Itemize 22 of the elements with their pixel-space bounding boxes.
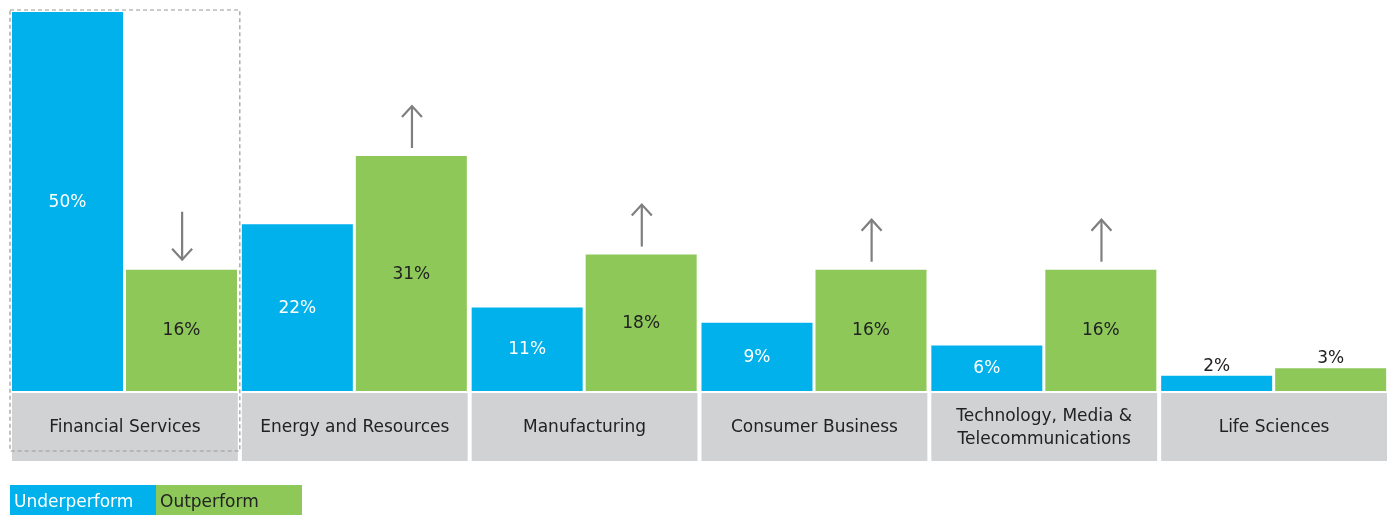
x-tick-label: Technology, Media & Telecommunications: [955, 404, 1133, 448]
data-label: 18%: [622, 311, 661, 332]
x-tick-label: Financial Services: [49, 416, 201, 436]
x-tick-label: Energy and Resources: [260, 416, 450, 436]
data-label: 9%: [743, 345, 771, 366]
data-label: 2%: [1203, 354, 1231, 375]
bar: [1275, 368, 1387, 391]
bar: [1161, 375, 1273, 391]
data-label: 11%: [508, 338, 547, 359]
x-tick-label: Manufacturing: [523, 416, 647, 436]
x-tick-label: Consumer Business: [730, 416, 899, 436]
data-label: 6%: [973, 357, 1001, 378]
text: Outperform: [156, 485, 302, 515]
data-label: 3%: [1317, 347, 1345, 368]
data-label: 31%: [392, 262, 431, 283]
data-label: 16%: [852, 319, 890, 340]
x-tick-label: Life Sciences: [1218, 416, 1330, 436]
text: Underperform: [10, 485, 156, 515]
data-label: 50%: [48, 190, 87, 211]
data-label: 16%: [162, 319, 201, 340]
data-label: 16%: [1081, 319, 1120, 340]
data-label: 22%: [278, 296, 317, 317]
